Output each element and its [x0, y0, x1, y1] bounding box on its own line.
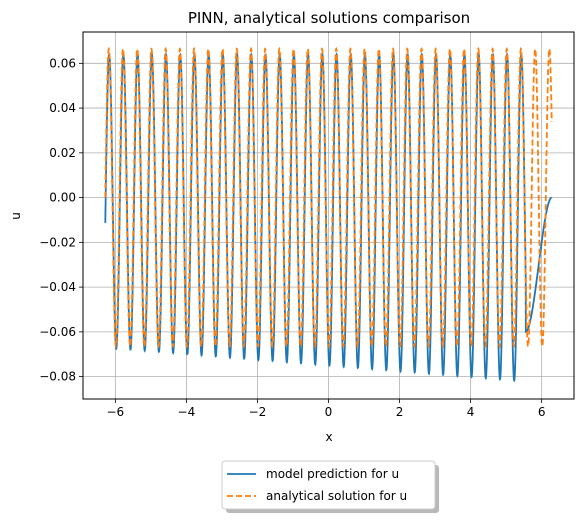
x-tick-label: 0 — [325, 405, 333, 419]
y-tick-label: 0.06 — [49, 56, 76, 70]
legend-label-analytical: analytical solution for u — [266, 489, 407, 503]
y-tick-label: −0.06 — [39, 325, 76, 339]
x-tick-label: −4 — [178, 405, 196, 419]
legend: model prediction for u analytical soluti… — [221, 460, 439, 513]
grid — [83, 32, 574, 399]
y-tick-label: 0.00 — [49, 191, 76, 205]
y-axis-label: u — [9, 212, 23, 220]
series-layer — [104, 46, 553, 383]
y-tick-label: −0.08 — [39, 370, 76, 384]
y-tick-label: −0.02 — [39, 235, 76, 249]
y-tick-label: −0.04 — [39, 280, 76, 294]
y-tick-label: 0.02 — [49, 146, 76, 160]
legend-label-model: model prediction for u — [266, 467, 399, 481]
x-tick-label: 6 — [538, 405, 546, 419]
y-axis-ticks: −0.08 −0.06 −0.04 −0.02 0.00 0.02 0.04 0.06 — [39, 56, 83, 384]
legend-box — [221, 460, 436, 510]
x-tick-label: 2 — [396, 405, 404, 419]
x-tick-label: 4 — [467, 405, 475, 419]
chart-title: PINN, analytical solutions comparison — [188, 9, 470, 27]
x-axis-label: x — [325, 430, 332, 444]
x-tick-label: −6 — [106, 405, 124, 419]
x-axis-ticks: −6 −4 −2 0 2 4 6 — [106, 399, 545, 419]
x-tick-label: −2 — [249, 405, 267, 419]
series-analytical-solution — [104, 46, 553, 349]
y-tick-label: 0.04 — [49, 101, 76, 115]
